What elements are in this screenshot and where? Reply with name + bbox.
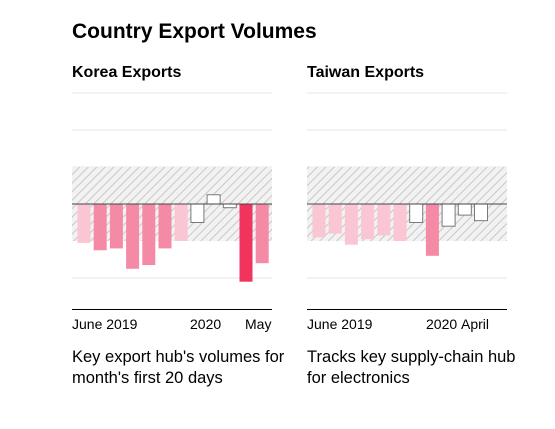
korea-bar: [77, 204, 91, 243]
korea-bar: [206, 194, 221, 205]
korea-x-tick-2: 2020: [190, 316, 222, 332]
korea-bar: [109, 204, 123, 249]
taiwan-bar: [457, 203, 472, 216]
taiwan-bar: [312, 204, 326, 238]
taiwan-bar: [328, 204, 342, 234]
taiwan-x-tick-3: April: [461, 316, 490, 332]
taiwan-bar: [425, 204, 439, 256]
taiwan-bar: [344, 204, 358, 245]
taiwan-bar: [409, 203, 424, 223]
chart-title: Country Export Volumes: [72, 20, 317, 43]
taiwan-chart: [307, 92, 507, 310]
korea-panel-title: Korea Exports: [72, 64, 182, 81]
taiwan-panel-title: Taiwan Exports: [307, 64, 425, 81]
korea-bar: [239, 204, 253, 282]
korea-bar: [255, 204, 269, 264]
korea-x-tick-1: June 2019: [72, 316, 138, 332]
korea-caption: Key export hub's volumes for month's fir…: [72, 348, 285, 387]
taiwan-x-tick-2: 2020: [426, 316, 458, 332]
korea-x-tick-3: May: [245, 316, 272, 332]
taiwan-bar: [393, 204, 407, 241]
taiwan-bar: [361, 204, 375, 240]
korea-bar: [174, 204, 188, 241]
korea-bar: [93, 204, 107, 251]
taiwan-x-tick-1: June 2019: [307, 316, 373, 332]
taiwan-caption: Tracks key supply-chain hub for electron…: [307, 348, 516, 387]
taiwan-bar: [441, 203, 456, 227]
korea-bar: [190, 203, 205, 223]
taiwan-bar: [377, 204, 391, 236]
korea-bar: [142, 204, 156, 266]
taiwan-bar: [474, 203, 488, 222]
korea-bar: [222, 203, 237, 209]
korea-bar: [158, 204, 172, 249]
korea-bar: [126, 204, 140, 269]
korea-chart: [72, 92, 272, 310]
